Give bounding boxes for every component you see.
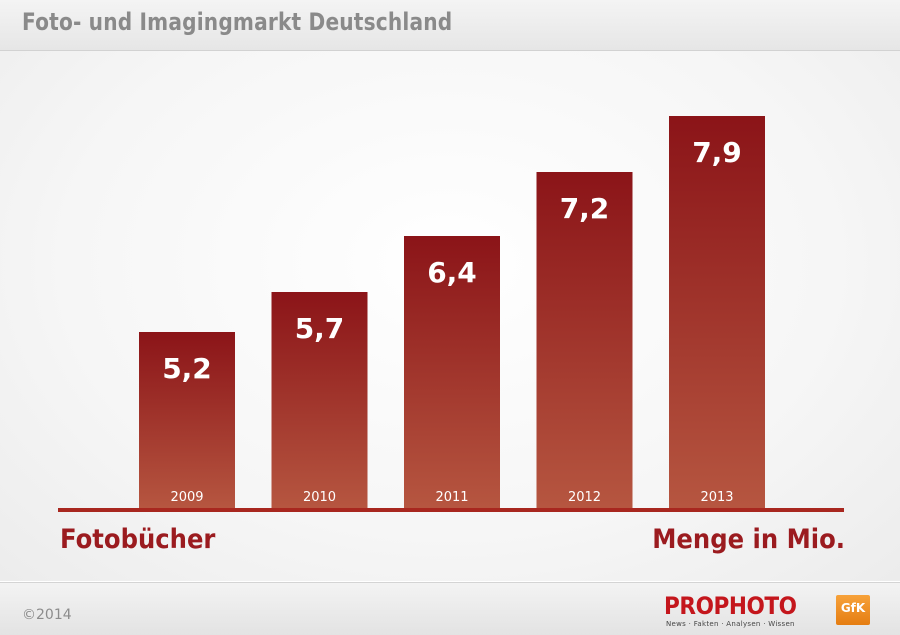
brand-name: PROPHOTO [664,592,797,620]
footer-bar: ©2014 PROPHOTO News · Fakten · Analysen … [0,582,900,635]
chart-title: Fotobücher [60,524,216,556]
bar-category-label: 2013 [700,490,733,505]
bar-chart: 5,2 2009 5,7 2010 6,4 2011 7,2 2012 7,9 2013 Foto… [58,116,845,556]
chart-baseline [58,508,844,512]
bar-2009 [139,332,235,508]
labels-layer: 5,2 2009 5,7 2010 6,4 2011 7,2 2012 7,9 2013 [162,136,742,505]
bars-layer [139,116,765,508]
gfk-logo-text: GfK [840,601,866,615]
bar-value-label: 5,7 [295,312,345,345]
bar-2011 [404,236,500,508]
bar-category-label: 2009 [170,490,203,505]
chart-panel: 5,2 2009 5,7 2010 6,4 2011 7,2 2012 7,9 2013 Foto… [0,51,900,581]
copyright-text: ©2014 [22,607,72,623]
bar-value-label: 7,9 [692,136,742,169]
bar-2010 [271,292,368,508]
bar-2012 [536,172,633,508]
brand-tagline: News · Fakten · Analysen · Wissen [666,620,795,628]
bar-2013 [669,116,765,508]
bar-value-label: 5,2 [162,352,212,385]
bar-category-label: 2010 [303,490,336,505]
gfk-logo: GfK [836,595,870,625]
page-title: Foto- und Imagingmarkt Deutschland [22,8,453,36]
prophoto-logo: PROPHOTO News · Fakten · Analysen · Wiss… [664,592,814,628]
bar-category-label: 2012 [568,490,601,505]
bar-category-label: 2011 [435,490,468,505]
chart-ylabel: Menge in Mio. [652,524,845,556]
header-bar: Foto- und Imagingmarkt Deutschland [0,0,900,51]
bar-value-label: 7,2 [560,192,610,225]
bar-value-label: 6,4 [427,256,477,289]
